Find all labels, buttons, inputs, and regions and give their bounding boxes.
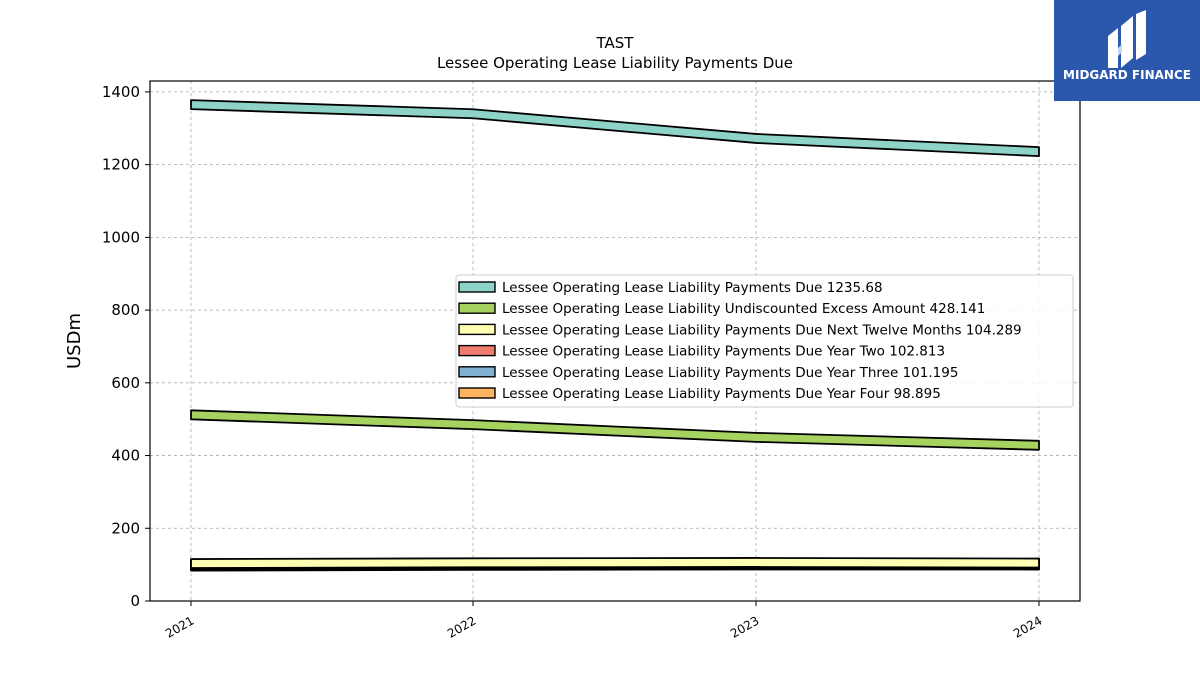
legend-entry: Lessee Operating Lease Liability Payment… <box>502 280 883 296</box>
y-tick-label: 1200 <box>102 156 140 174</box>
legend: Lessee Operating Lease Liability Payment… <box>455 274 1074 408</box>
legend-swatch <box>458 281 496 293</box>
legend-box <box>455 274 1074 408</box>
y-tick-label: 1400 <box>102 83 140 101</box>
legend-swatch <box>458 323 496 336</box>
x-tick-label: 2021 <box>163 613 196 640</box>
y-tick-label: 200 <box>111 519 140 537</box>
legend-entry: Lessee Operating Lease Liability Payment… <box>502 365 958 381</box>
brand-name: MIDGARD FINANCE <box>1063 68 1191 82</box>
y-tick-label: 0 <box>130 592 140 610</box>
x-tick-label: 2023 <box>728 613 761 640</box>
y-axis: 0 200 400 600 800 1000 1200 1400 <box>102 83 150 610</box>
legend-entry: Lessee Operating Lease Liability Payment… <box>502 344 945 360</box>
y-tick-label: 400 <box>111 447 140 465</box>
legend-swatch <box>458 387 496 399</box>
series-band <box>190 557 1040 569</box>
x-axis: 2021 2022 2023 2024 <box>163 601 1045 641</box>
legend-swatch <box>458 344 496 357</box>
x-tick-label: 2024 <box>1011 613 1044 640</box>
legend-entry: Lessee Operating Lease Liability Payment… <box>502 322 1022 338</box>
chart-title: TAST <box>596 34 635 52</box>
series-layer <box>190 99 1040 572</box>
chart-subtitle: Lessee Operating Lease Liability Payment… <box>437 54 793 72</box>
x-tick-label: 2022 <box>445 613 478 640</box>
y-axis-label: USDm <box>64 313 85 369</box>
plot-frame <box>149 80 1081 602</box>
series-band <box>190 99 1040 158</box>
y-tick-label: 800 <box>111 301 140 319</box>
legend-swatch <box>458 366 496 378</box>
legend-entry: Lessee Operating Lease Liability Payment… <box>502 386 941 402</box>
y-tick-label: 600 <box>111 374 140 392</box>
logo-mark-icon <box>1108 10 1146 68</box>
brand-logo: MIDGARD FINANCE <box>1054 0 1200 101</box>
legend-entry: Lessee Operating Lease Liability Undisco… <box>502 301 985 317</box>
y-tick-label: 1000 <box>102 228 140 246</box>
series-band <box>190 409 1040 451</box>
legend-swatch <box>458 302 496 314</box>
